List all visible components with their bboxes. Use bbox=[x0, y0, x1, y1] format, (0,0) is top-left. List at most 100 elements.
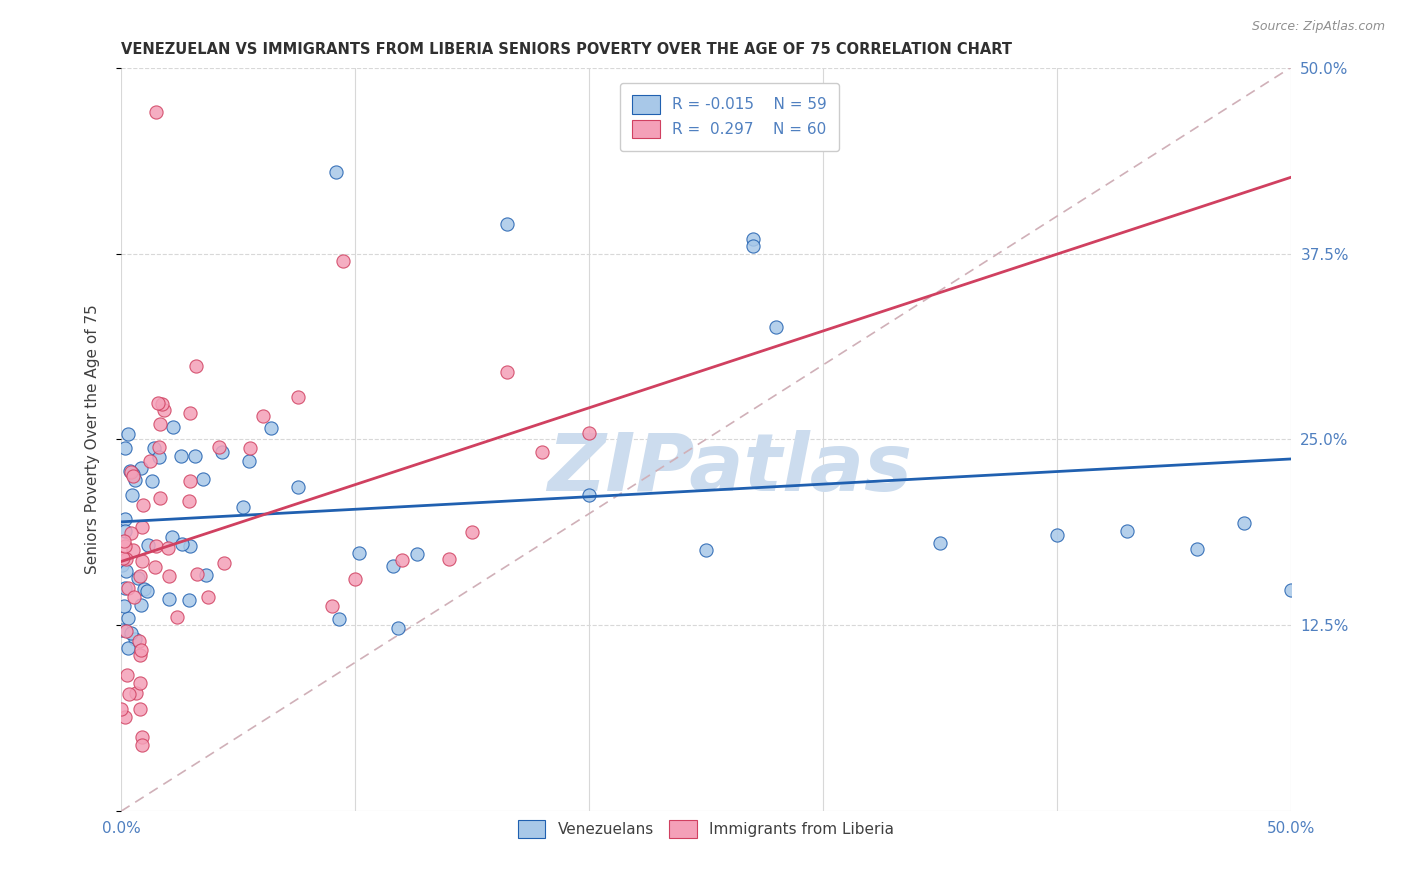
Point bbox=[157, 592, 180, 607]
Point bbox=[122, 469, 145, 483]
Point bbox=[149, 417, 172, 432]
Point bbox=[148, 440, 170, 454]
Point bbox=[115, 624, 138, 639]
Point bbox=[405, 547, 427, 561]
Point bbox=[118, 464, 141, 478]
Point bbox=[143, 559, 166, 574]
Point bbox=[129, 460, 152, 475]
Point bbox=[125, 686, 148, 700]
Point bbox=[197, 590, 219, 604]
Point bbox=[172, 536, 194, 550]
Point bbox=[461, 524, 484, 539]
Point bbox=[139, 454, 162, 468]
Point bbox=[117, 640, 139, 655]
Point bbox=[287, 390, 309, 404]
Point bbox=[131, 738, 153, 752]
Point bbox=[212, 556, 235, 570]
Point bbox=[177, 593, 200, 607]
Point bbox=[129, 569, 152, 583]
Point bbox=[160, 530, 183, 544]
Point bbox=[129, 642, 152, 657]
Point bbox=[211, 445, 233, 459]
Point bbox=[252, 409, 274, 424]
Point bbox=[328, 612, 350, 626]
Point bbox=[132, 499, 155, 513]
Point bbox=[122, 543, 145, 558]
Point bbox=[232, 500, 254, 514]
Point bbox=[344, 572, 367, 586]
Point bbox=[194, 568, 217, 582]
Point bbox=[741, 239, 763, 253]
Point bbox=[110, 702, 132, 716]
Point bbox=[131, 599, 153, 613]
Point bbox=[136, 538, 159, 552]
Point bbox=[114, 710, 136, 724]
Point bbox=[156, 541, 179, 555]
Point bbox=[128, 634, 150, 648]
Y-axis label: Seniors Poverty Over the Age of 75: Seniors Poverty Over the Age of 75 bbox=[86, 304, 100, 574]
Point bbox=[186, 567, 208, 582]
Point bbox=[496, 217, 519, 231]
Point bbox=[208, 440, 231, 454]
Point bbox=[170, 449, 193, 463]
Point bbox=[157, 568, 180, 582]
Point bbox=[115, 565, 138, 579]
Text: Source: ZipAtlas.com: Source: ZipAtlas.com bbox=[1251, 20, 1385, 33]
Point bbox=[1115, 524, 1137, 538]
Point bbox=[114, 442, 136, 456]
Point bbox=[120, 525, 142, 540]
Point bbox=[115, 668, 138, 682]
Point bbox=[148, 450, 170, 464]
Point bbox=[114, 524, 136, 538]
Point bbox=[325, 165, 347, 179]
Point bbox=[1046, 528, 1069, 542]
Point bbox=[149, 491, 172, 506]
Point bbox=[135, 584, 157, 599]
Point bbox=[146, 396, 169, 410]
Point bbox=[132, 582, 155, 596]
Point bbox=[114, 581, 136, 595]
Point bbox=[184, 449, 207, 463]
Point bbox=[127, 570, 149, 584]
Point bbox=[741, 232, 763, 246]
Point bbox=[145, 539, 167, 553]
Point bbox=[1185, 542, 1208, 557]
Point bbox=[124, 632, 146, 646]
Point bbox=[114, 512, 136, 526]
Point bbox=[129, 648, 152, 662]
Point bbox=[112, 534, 135, 549]
Point bbox=[117, 581, 139, 595]
Point bbox=[117, 687, 139, 701]
Point bbox=[142, 442, 165, 456]
Point bbox=[287, 480, 309, 494]
Point bbox=[115, 552, 138, 566]
Point bbox=[928, 535, 950, 549]
Text: VENEZUELAN VS IMMIGRANTS FROM LIBERIA SENIORS POVERTY OVER THE AGE OF 75 CORRELA: VENEZUELAN VS IMMIGRANTS FROM LIBERIA SE… bbox=[121, 42, 1012, 57]
Point bbox=[131, 731, 153, 745]
Point bbox=[124, 473, 146, 487]
Point bbox=[122, 590, 145, 604]
Point bbox=[117, 427, 139, 442]
Text: ZIPatlas: ZIPatlas bbox=[547, 430, 911, 508]
Point bbox=[153, 403, 176, 417]
Point bbox=[162, 420, 184, 434]
Point bbox=[238, 454, 260, 468]
Point bbox=[349, 546, 371, 560]
Point bbox=[179, 475, 201, 489]
Point bbox=[382, 558, 405, 573]
Point bbox=[1279, 583, 1302, 598]
Point bbox=[120, 465, 142, 479]
Point bbox=[141, 474, 163, 488]
Point bbox=[1233, 516, 1256, 530]
Point bbox=[332, 254, 354, 268]
Point bbox=[120, 625, 142, 640]
Point bbox=[531, 445, 554, 459]
Point bbox=[150, 397, 173, 411]
Point bbox=[131, 520, 153, 534]
Point bbox=[122, 467, 145, 481]
Point bbox=[129, 675, 152, 690]
Point bbox=[578, 488, 600, 502]
Point bbox=[695, 542, 717, 557]
Point bbox=[177, 494, 200, 508]
Point bbox=[260, 420, 283, 434]
